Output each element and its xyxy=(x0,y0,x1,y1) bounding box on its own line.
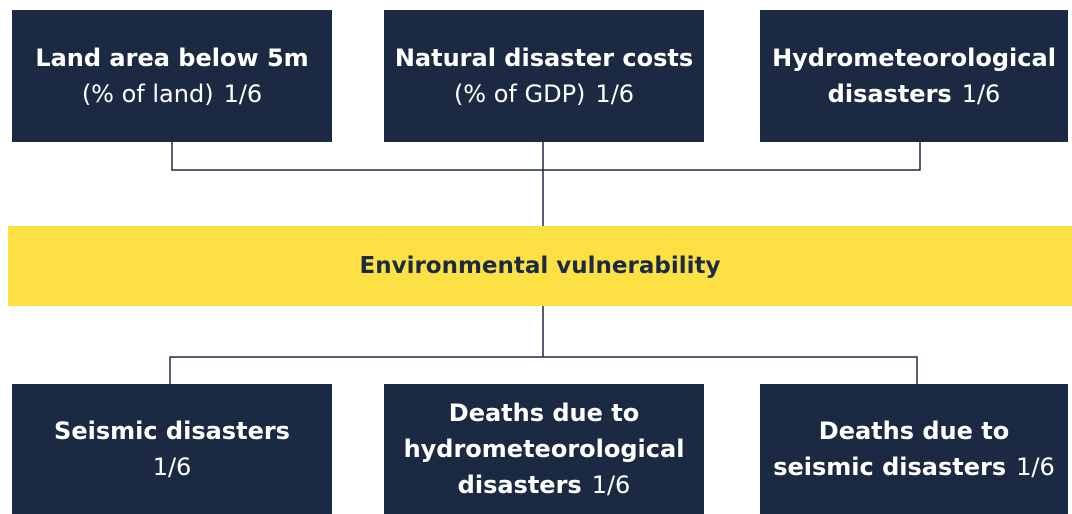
node-text: Deaths due to xyxy=(818,417,1010,445)
bottom-connector xyxy=(169,306,918,384)
node-row: disasters 1/6 xyxy=(823,76,1006,112)
node-row: Hydrometeorological xyxy=(767,40,1061,76)
node-row: Deaths due to xyxy=(444,395,644,431)
node-text: 1/6 xyxy=(595,80,635,108)
node-text: 1/6 xyxy=(152,453,192,481)
node-text: Hydrometeorological xyxy=(772,44,1056,72)
node-text: disasters xyxy=(457,471,582,499)
node-row: disasters 1/6 xyxy=(453,467,636,503)
node-box: Seismic disasters 1/6 xyxy=(12,384,332,514)
node-text: 1/6 xyxy=(961,80,1001,108)
node-box: Land area below 5m (% of land) 1/6 xyxy=(12,10,332,142)
node-text: 1/6 xyxy=(1016,453,1055,481)
center-node: Environmental vulnerability xyxy=(8,226,1072,306)
node-row: (% of GDP) 1/6 xyxy=(449,76,639,112)
node-text: 1/6 xyxy=(591,471,631,499)
node-row: 1/6 xyxy=(148,449,197,485)
node-text: seismic disasters xyxy=(773,453,1007,481)
node-box: Natural disaster costs (% of GDP) 1/6 xyxy=(384,10,704,142)
node-text: Land area below 5m xyxy=(35,44,309,72)
node-row: Seismic disasters xyxy=(49,413,295,449)
node-row: hydrometeorological xyxy=(399,431,690,467)
center-label: Environmental vulnerability xyxy=(359,253,721,279)
node-text: Deaths due to xyxy=(448,399,640,427)
node-text: Seismic disasters xyxy=(54,417,290,445)
node-row: Natural disaster costs xyxy=(390,40,698,76)
node-row: seismic disasters 1/6 xyxy=(768,449,1060,485)
node-box: Deaths due to hydrometeorological disaster… xyxy=(384,384,704,514)
node-text: hydrometeorological xyxy=(403,435,685,463)
node-row: Land area below 5m xyxy=(30,40,313,76)
node-row: Deaths due to xyxy=(814,413,1014,449)
node-text: 1/6 xyxy=(223,80,263,108)
node-row: (% of land) 1/6 xyxy=(77,76,267,112)
top-connector xyxy=(171,142,921,226)
node-text: (% of land) xyxy=(81,80,214,108)
node-text: disasters xyxy=(827,80,952,108)
node-box: Hydrometeorological disasters 1/6 xyxy=(760,10,1068,142)
node-box: Deaths due to seismic disasters 1/6 xyxy=(760,384,1068,514)
node-text: (% of GDP) xyxy=(453,80,586,108)
node-text: Natural disaster costs xyxy=(394,44,694,72)
